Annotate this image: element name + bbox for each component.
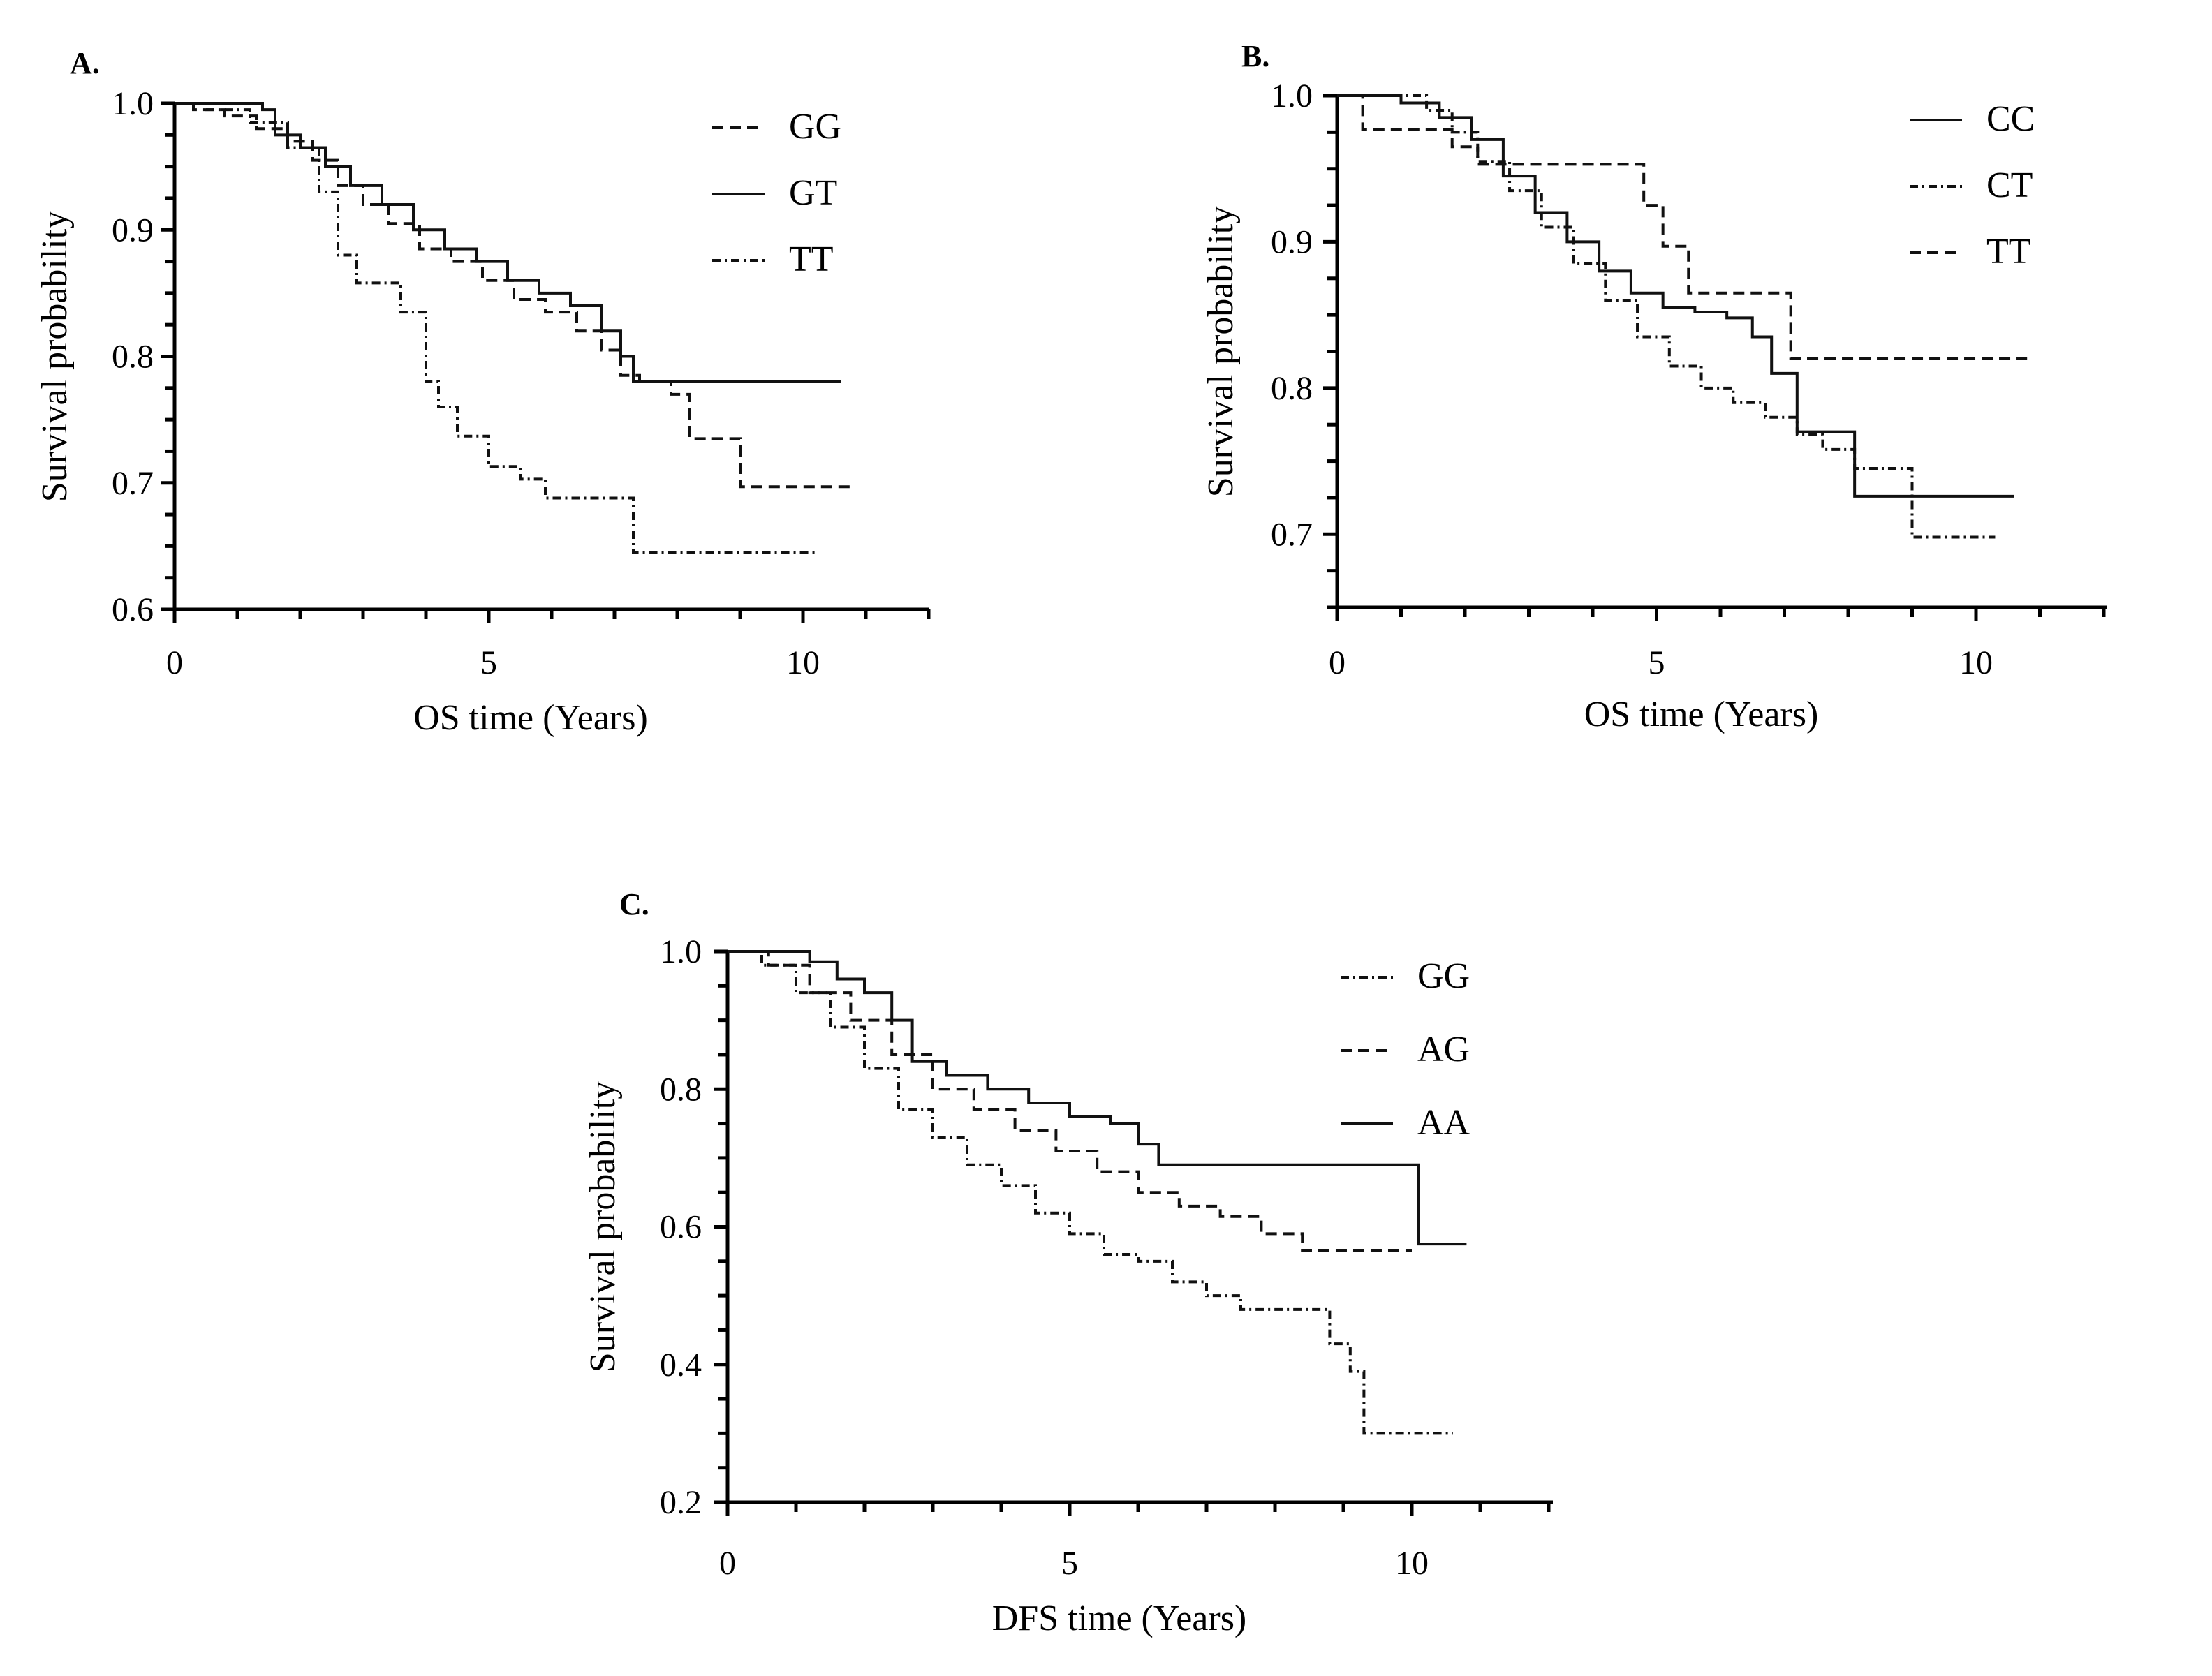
- x-tick-label: 0: [719, 1545, 736, 1582]
- panel-label: A.: [70, 46, 100, 80]
- survival-curve-aa: [728, 950, 1467, 1246]
- x-tick-label: 5: [1649, 644, 1665, 681]
- x-tick-label: 10: [786, 644, 820, 681]
- y-tick-label: 1.0: [1271, 77, 1313, 114]
- survival-curve-ag: [728, 950, 1412, 1253]
- x-tick-label: 0: [1329, 644, 1345, 681]
- y-tick-label: 0.2: [660, 1484, 702, 1521]
- x-axis-title: OS time (Years): [1584, 695, 1819, 734]
- x-axis-title: OS time (Years): [413, 698, 648, 738]
- panel-label: C.: [619, 887, 649, 921]
- y-tick-label: 1.0: [112, 85, 154, 122]
- y-tick-label: 0.8: [1271, 370, 1313, 407]
- y-tick-label: 0.9: [112, 212, 154, 249]
- legend-label: GG: [789, 107, 841, 147]
- panel-label: B.: [1241, 39, 1269, 73]
- survival-curve-ct: [1337, 94, 1996, 539]
- panel-c: C. 0.2 0.4 0.6 0.8 1.0 0 5 10 DFS time (Years) Sur…: [583, 887, 1553, 1638]
- x-tick-label: 0: [166, 644, 183, 681]
- survival-curve-tt: [1337, 94, 2028, 360]
- y-tick-label: 0.6: [660, 1209, 702, 1246]
- legend-label: CT: [1986, 165, 2033, 205]
- y-tick-label: 0.4: [660, 1347, 702, 1384]
- x-tick-label: 5: [480, 644, 497, 681]
- legend-label: TT: [1986, 232, 2031, 272]
- y-tick-label: 0.7: [1271, 516, 1313, 553]
- legend-label: GT: [789, 173, 837, 213]
- survival-curve-gg: [728, 950, 1453, 1435]
- legend-label: CC: [1986, 99, 2035, 139]
- survival-curve-cc: [1337, 94, 2014, 498]
- y-tick-label: 0.8: [660, 1071, 702, 1108]
- y-tick-label: 0.7: [112, 465, 154, 502]
- y-axis-title: Survival probability: [35, 211, 75, 502]
- legend-label: AG: [1417, 1030, 1470, 1069]
- y-axis-title: Survival probability: [1201, 206, 1241, 497]
- legend-label: AA: [1417, 1103, 1470, 1143]
- y-tick-label: 0.9: [1271, 223, 1313, 260]
- legend-label: GG: [1417, 956, 1470, 996]
- survival-curve-gt: [175, 102, 841, 383]
- panel-a: A. 0.6 0.7 0.8 0.9 1.0 0 5 10 OS time (Years) Surv…: [35, 46, 931, 738]
- x-tick-label: 5: [1061, 1545, 1078, 1582]
- legend-label: TT: [789, 239, 834, 279]
- x-axis-title: DFS time (Years): [992, 1599, 1247, 1638]
- y-axis-title: Survival probability: [583, 1081, 623, 1372]
- y-tick-label: 0.8: [112, 339, 154, 376]
- x-tick-label: 10: [1395, 1545, 1429, 1582]
- y-tick-label: 0.6: [112, 591, 154, 628]
- x-tick-label: 10: [1959, 644, 1993, 681]
- panel-b: B. 0.7 0.8 0.9 1.0 0 5 10 OS time (Years) Surviva…: [1201, 39, 2107, 734]
- survival-curve-gg: [175, 102, 853, 489]
- survival-curve-tt: [175, 102, 816, 554]
- y-tick-label: 1.0: [660, 933, 702, 970]
